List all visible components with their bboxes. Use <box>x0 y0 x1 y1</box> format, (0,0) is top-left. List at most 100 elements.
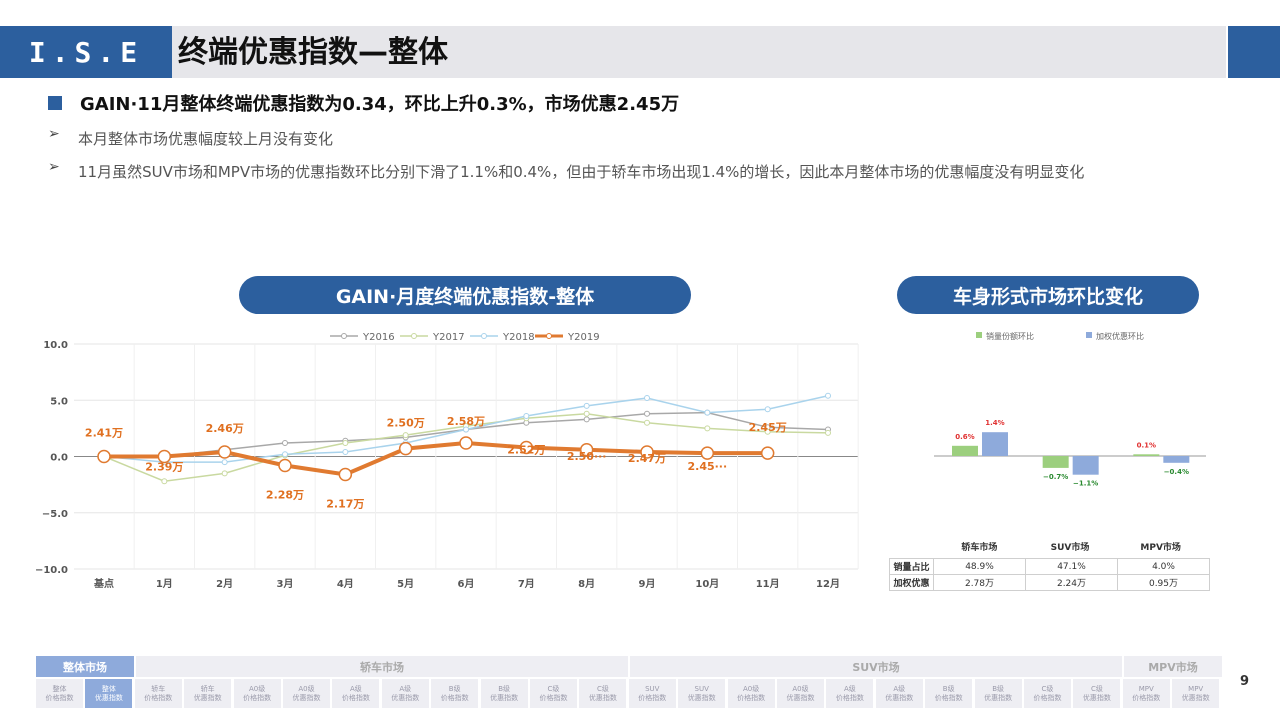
data-label: 2.58万 <box>447 415 485 428</box>
x-tick-label: 3月 <box>277 578 294 590</box>
x-tick-label: 1月 <box>156 578 173 590</box>
data-point <box>644 410 650 417</box>
nav-cell[interactable]: B级 价格指数 <box>431 679 479 708</box>
data-point <box>221 470 228 477</box>
data-point <box>704 425 711 432</box>
nav-cell[interactable]: A级 优惠指数 <box>875 679 923 708</box>
bullet-text: 11月虽然SUV市场和MPV市场的优惠指数环比分别下滑了1.1%和0.4%，但由… <box>78 163 1085 181</box>
legend-label: Y2016 <box>362 332 395 343</box>
nav-cell[interactable]: A级 优惠指数 <box>381 679 429 708</box>
y-tick-label: −10.0 <box>35 565 68 576</box>
bar <box>952 445 978 456</box>
data-label: 2.52万 <box>507 444 545 457</box>
data-point <box>825 429 831 436</box>
nav-group-tab[interactable]: SUV市场 <box>630 656 1122 677</box>
bar-label: 0.1% <box>1137 441 1156 449</box>
nav-cell[interactable]: A0级 优惠指数 <box>283 679 330 708</box>
nav-group-tab[interactable]: MPV市场 <box>1124 656 1222 677</box>
category-label: SUV市场 <box>1051 541 1090 553</box>
x-tick-label: 2月 <box>216 578 233 590</box>
data-point <box>825 392 831 399</box>
nav-cell[interactable]: C级 优惠指数 <box>579 679 627 708</box>
nav-cell[interactable]: MPV 价格指数 <box>1122 679 1170 708</box>
nav-cell[interactable]: 整体 优惠指数 <box>85 679 133 708</box>
nav-cell[interactable]: B级 价格指数 <box>925 679 973 708</box>
bar <box>1133 454 1160 456</box>
data-point <box>459 436 473 450</box>
legend-label: Y2019 <box>567 332 600 343</box>
nav-cell[interactable]: 轿车 价格指数 <box>134 679 182 708</box>
left-chart-title: GAIN·月度终端优惠指数-整体 <box>239 276 691 314</box>
legend-item: Y2016 <box>330 332 395 343</box>
data-point <box>342 440 349 446</box>
y-tick-label: 10.0 <box>43 340 68 351</box>
legend-item: 销量份额环比 <box>976 331 1034 341</box>
data-point <box>583 416 590 423</box>
table-cell: 2.78万 <box>933 574 1026 591</box>
data-label: 2.45··· <box>687 460 727 473</box>
data-label: 2.41万 <box>85 427 123 440</box>
nav-cell[interactable]: SUV 优惠指数 <box>678 679 726 708</box>
legend-marker <box>546 333 552 339</box>
data-point <box>278 458 292 473</box>
data-point <box>523 413 530 419</box>
data-point <box>644 395 650 401</box>
bar-label: −0.7% <box>1043 473 1068 481</box>
legend-item: Y2018 <box>470 332 535 343</box>
legend-marker <box>341 333 347 339</box>
nav-group-tab[interactable]: 整体市场 <box>36 656 134 677</box>
data-point <box>764 428 771 435</box>
nav-cell[interactable]: SUV 价格指数 <box>628 679 676 708</box>
nav-cell[interactable]: MPV 优惠指数 <box>1172 679 1220 708</box>
table-cell: 0.95万 <box>1117 574 1210 591</box>
nav-cell[interactable]: 整体 价格指数 <box>36 679 83 708</box>
square-bullet-icon <box>48 96 62 110</box>
category-label: 轿车市场 <box>961 541 997 553</box>
nav-group-tab[interactable]: 轿车市场 <box>136 656 628 677</box>
header-bar <box>172 26 1226 78</box>
x-tick-label: 7月 <box>518 578 535 590</box>
bullet-text: 本月整体市场优惠幅度较上月没有变化 <box>78 130 334 148</box>
data-point <box>217 445 232 459</box>
row-label: 加权优惠 <box>889 574 934 591</box>
bar-chart: 销量份额环比 加权优惠环比 0.6% 1.4% 轿车市场 −0.7% −1.1% SUV市场 0… <box>934 331 1206 553</box>
nav-cell[interactable]: A0级 优惠指数 <box>777 679 824 708</box>
data-point <box>398 441 413 456</box>
nav-cell[interactable]: C级 价格指数 <box>1024 679 1071 708</box>
nav-cell[interactable]: B级 优惠指数 <box>974 679 1022 708</box>
nav-cell[interactable]: 轿车 优惠指数 <box>184 679 232 708</box>
category-label: MPV市场 <box>1140 541 1181 553</box>
bar-label: 0.6% <box>955 433 974 441</box>
data-point <box>157 449 172 464</box>
data-point <box>519 440 534 455</box>
page-title: 终端优惠指数—整体 <box>178 35 448 70</box>
ise-logo: I.S.E <box>0 26 172 78</box>
x-tick-label: 基点 <box>93 577 114 590</box>
table-cell: 4.0% <box>1117 558 1210 575</box>
nav-cell[interactable]: A级 价格指数 <box>332 679 380 708</box>
x-tick-label: 4月 <box>337 578 354 590</box>
legend-label: Y2018 <box>502 332 535 343</box>
bullet-2: ➢ 11月虽然SUV市场和MPV市场的优惠指数环比分别下滑了1.1%和0.4%，… <box>48 159 1228 186</box>
data-label: 2.17万 <box>326 498 364 511</box>
data-point <box>282 451 288 458</box>
legend-item: Y2017 <box>400 332 465 343</box>
legend-item: Y2019 <box>535 332 600 343</box>
data-label: 2.47万 <box>628 452 666 465</box>
table-cell: 47.1% <box>1025 558 1118 575</box>
x-tick-label: 6月 <box>458 578 475 590</box>
x-tick-label: 5月 <box>397 578 414 590</box>
nav-cell[interactable]: C级 价格指数 <box>530 679 577 708</box>
header-right-block <box>1228 26 1280 78</box>
legend-item: 加权优惠环比 <box>1086 331 1144 341</box>
nav-cell[interactable]: B级 优惠指数 <box>480 679 528 708</box>
right-chart-title: 车身形式市场环比变化 <box>897 276 1199 314</box>
nav-cell[interactable]: A级 价格指数 <box>826 679 874 708</box>
data-point <box>764 406 771 413</box>
bar-label: 1.4% <box>985 419 1004 427</box>
nav-cell[interactable]: C级 优惠指数 <box>1073 679 1121 708</box>
headline-text: GAIN·11月整体终端优惠指数为0.34，环比上升0.3%，市场优惠2.45万 <box>80 94 680 115</box>
nav-cell[interactable]: A0级 价格指数 <box>233 679 281 708</box>
nav-cell[interactable]: A0级 价格指数 <box>727 679 775 708</box>
data-point <box>640 445 654 459</box>
